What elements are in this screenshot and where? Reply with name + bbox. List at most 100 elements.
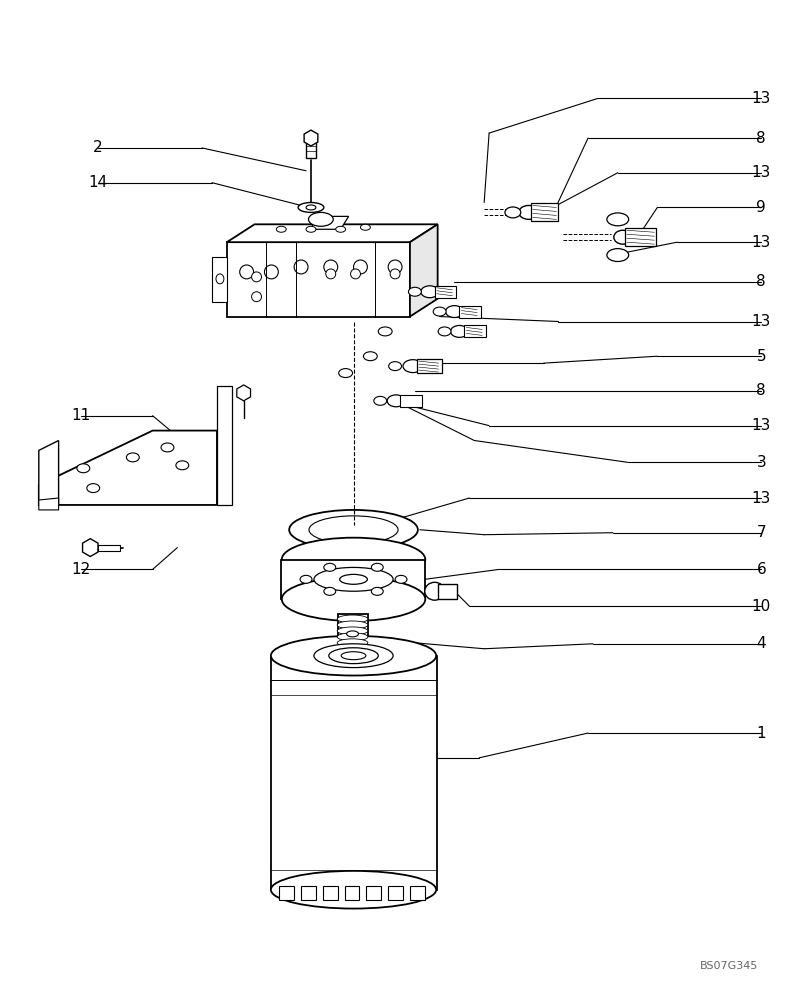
Ellipse shape xyxy=(77,464,90,473)
Ellipse shape xyxy=(395,575,407,583)
Ellipse shape xyxy=(324,260,338,274)
Ellipse shape xyxy=(271,636,436,676)
Ellipse shape xyxy=(389,362,402,371)
Text: 3: 3 xyxy=(756,455,766,470)
Ellipse shape xyxy=(451,325,469,337)
Ellipse shape xyxy=(339,574,368,584)
Bar xyxy=(280,886,294,900)
Ellipse shape xyxy=(251,292,262,302)
Ellipse shape xyxy=(372,563,383,571)
Ellipse shape xyxy=(326,269,335,279)
Ellipse shape xyxy=(294,260,308,274)
Bar xyxy=(625,228,656,246)
Polygon shape xyxy=(304,130,318,146)
Bar xyxy=(460,306,482,318)
Polygon shape xyxy=(281,560,425,599)
Text: 2: 2 xyxy=(94,140,103,155)
Bar xyxy=(306,138,316,158)
Text: 8: 8 xyxy=(756,131,766,146)
Ellipse shape xyxy=(282,538,425,581)
Text: 13: 13 xyxy=(751,165,771,180)
Text: 13: 13 xyxy=(751,418,771,433)
Ellipse shape xyxy=(251,272,262,282)
Ellipse shape xyxy=(276,226,286,232)
Ellipse shape xyxy=(306,205,316,210)
Text: 5: 5 xyxy=(756,349,766,364)
Text: 8: 8 xyxy=(756,274,766,289)
Ellipse shape xyxy=(309,212,333,226)
Polygon shape xyxy=(39,431,217,505)
Ellipse shape xyxy=(354,260,368,274)
Text: 6: 6 xyxy=(756,562,766,577)
Text: 10: 10 xyxy=(751,599,771,614)
Polygon shape xyxy=(227,242,410,317)
Text: 13: 13 xyxy=(751,235,771,250)
Text: 1: 1 xyxy=(756,726,766,741)
Bar xyxy=(438,584,457,599)
Bar xyxy=(345,886,360,900)
Ellipse shape xyxy=(314,644,393,668)
Ellipse shape xyxy=(364,352,377,361)
Bar xyxy=(400,395,422,407)
Ellipse shape xyxy=(309,516,398,544)
Text: 7: 7 xyxy=(756,525,766,540)
Ellipse shape xyxy=(519,205,539,219)
Text: 12: 12 xyxy=(72,562,91,577)
Bar xyxy=(435,286,457,298)
Ellipse shape xyxy=(360,224,370,230)
Ellipse shape xyxy=(337,645,368,653)
Ellipse shape xyxy=(337,627,368,635)
Polygon shape xyxy=(227,224,438,242)
Ellipse shape xyxy=(216,274,224,284)
Ellipse shape xyxy=(176,461,189,470)
Text: 13: 13 xyxy=(751,491,771,506)
Ellipse shape xyxy=(403,360,423,373)
Ellipse shape xyxy=(341,652,366,660)
Ellipse shape xyxy=(298,202,324,212)
Bar xyxy=(301,886,316,900)
Ellipse shape xyxy=(324,563,335,571)
Ellipse shape xyxy=(264,265,278,279)
Polygon shape xyxy=(410,224,438,317)
Ellipse shape xyxy=(300,575,312,583)
Text: 13: 13 xyxy=(751,314,771,329)
Bar xyxy=(366,886,381,900)
Bar xyxy=(99,545,120,551)
Ellipse shape xyxy=(445,306,463,318)
Ellipse shape xyxy=(324,587,335,595)
Ellipse shape xyxy=(433,307,446,316)
Ellipse shape xyxy=(337,621,368,629)
Ellipse shape xyxy=(505,207,521,218)
Polygon shape xyxy=(39,498,59,510)
Bar xyxy=(417,359,442,373)
Text: 8: 8 xyxy=(756,383,766,398)
Ellipse shape xyxy=(607,249,629,262)
Text: BS07G345: BS07G345 xyxy=(700,961,758,971)
Polygon shape xyxy=(311,216,348,229)
Bar xyxy=(531,203,558,221)
Ellipse shape xyxy=(337,615,368,623)
Ellipse shape xyxy=(374,396,387,405)
Ellipse shape xyxy=(372,587,383,595)
Ellipse shape xyxy=(337,633,368,641)
Ellipse shape xyxy=(86,484,99,493)
Ellipse shape xyxy=(289,510,418,550)
Ellipse shape xyxy=(306,226,316,232)
Ellipse shape xyxy=(388,260,402,274)
Text: 14: 14 xyxy=(89,175,107,190)
Bar xyxy=(410,886,425,900)
Ellipse shape xyxy=(425,582,444,600)
Ellipse shape xyxy=(240,265,254,279)
Ellipse shape xyxy=(351,269,360,279)
Text: 11: 11 xyxy=(72,408,91,423)
Bar xyxy=(465,325,486,337)
Ellipse shape xyxy=(607,213,629,226)
Ellipse shape xyxy=(438,327,451,336)
Ellipse shape xyxy=(126,453,139,462)
Polygon shape xyxy=(217,386,232,505)
Polygon shape xyxy=(237,385,250,401)
Ellipse shape xyxy=(409,287,421,296)
Ellipse shape xyxy=(161,443,174,452)
Polygon shape xyxy=(271,656,436,890)
Ellipse shape xyxy=(387,395,405,407)
